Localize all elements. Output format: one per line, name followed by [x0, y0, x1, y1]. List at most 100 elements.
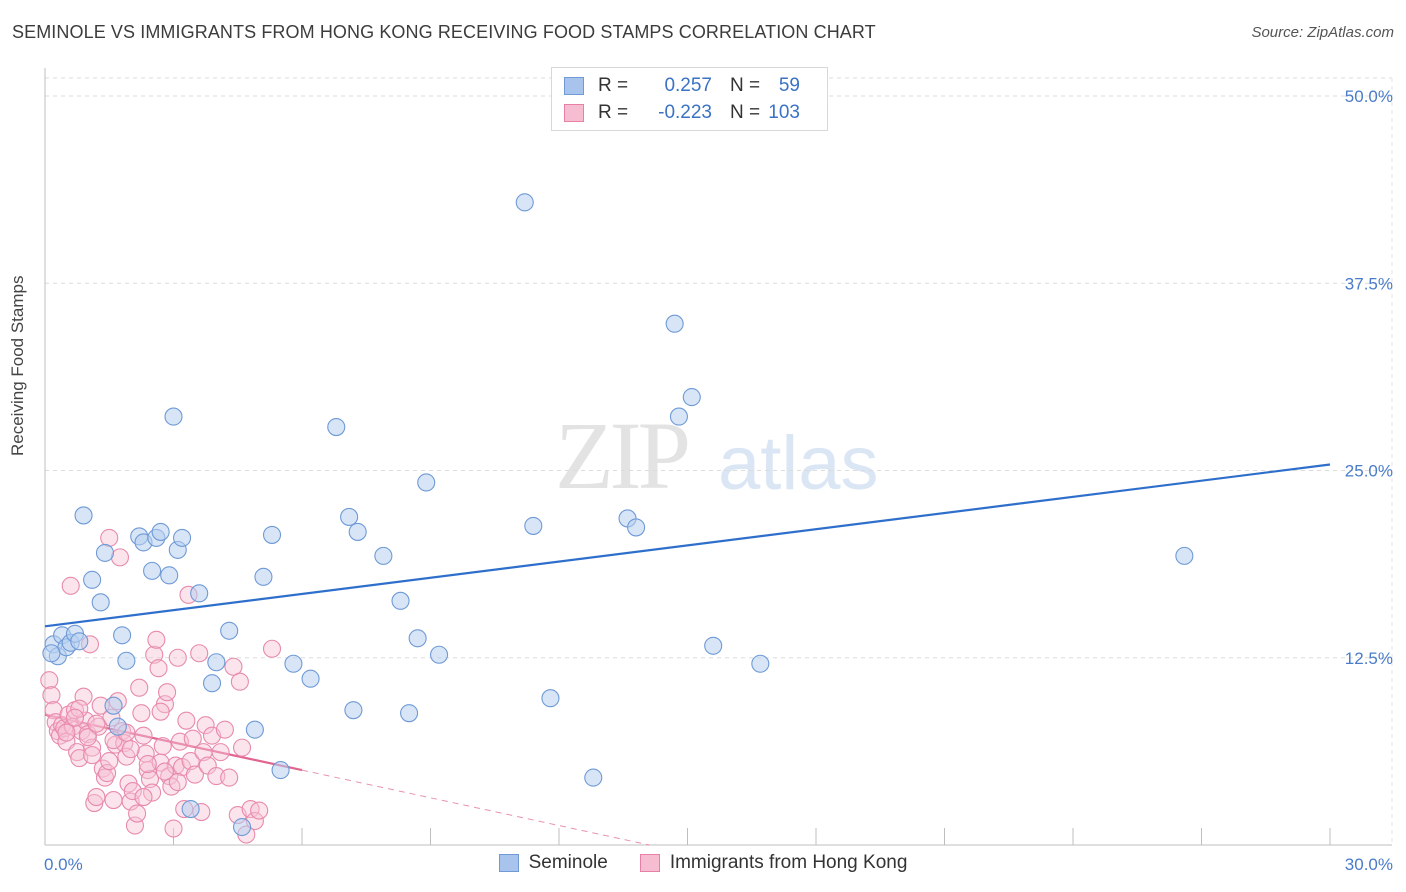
- seminole-point: [665, 314, 684, 333]
- seminole-point: [254, 567, 273, 586]
- hong-kong-point: [153, 737, 172, 756]
- hong-kong-point: [83, 746, 102, 765]
- n-value: 59: [778, 75, 800, 96]
- seminole-point: [515, 193, 534, 212]
- y-tick-label: 37.5%: [1345, 274, 1393, 293]
- hong-kong-point: [123, 782, 142, 801]
- hong-kong-point: [215, 720, 234, 739]
- seminole-point: [173, 528, 192, 547]
- hong-kong-point: [138, 755, 157, 774]
- seminole-swatch: [564, 77, 584, 95]
- x-tick-label: 30.0%: [1345, 855, 1393, 874]
- n-label: N =: [730, 102, 761, 123]
- seminole-point: [417, 473, 436, 492]
- hong-kong-point: [130, 678, 149, 697]
- hong-kong-point: [145, 645, 164, 664]
- hong-kong-point: [40, 671, 59, 690]
- stats-legend: R = 0.257 N = 59 R = -0.223 N = 103: [551, 67, 828, 131]
- hong-kong-point: [168, 648, 187, 667]
- seminole-point: [108, 717, 127, 736]
- seminole-point: [207, 653, 226, 672]
- hong-kong-point: [87, 714, 106, 733]
- watermark-atlas: atlas: [718, 421, 879, 506]
- hong-kong-point: [147, 630, 166, 649]
- hong-kong-point: [132, 704, 151, 723]
- seminole-point: [91, 593, 110, 612]
- seminole-trend-line: [44, 463, 1331, 628]
- seminole-point: [408, 629, 427, 648]
- data-points: [40, 193, 1194, 844]
- seminole-point: [284, 654, 303, 673]
- hong-kong-point: [230, 672, 249, 691]
- hong-kong-point: [224, 657, 243, 676]
- legend-item-seminole[interactable]: Seminole: [498, 852, 608, 874]
- seminole-point: [391, 591, 410, 610]
- seminole-point: [160, 566, 179, 585]
- r-label: R =: [598, 75, 629, 96]
- seminole-point: [117, 651, 136, 670]
- hong-kong-point: [190, 644, 209, 663]
- seminole-point: [220, 621, 239, 640]
- seminole-point: [203, 674, 222, 693]
- trend-lines: [44, 463, 1331, 846]
- seminole-point: [181, 799, 200, 819]
- hong-kong-point: [74, 687, 93, 706]
- hong-kong-point: [211, 743, 230, 762]
- hong-kong-point: [151, 702, 170, 721]
- seminole-point: [584, 768, 603, 787]
- hong-kong-point: [128, 804, 147, 823]
- seminole-point: [70, 632, 89, 651]
- seminole-swatch: [498, 854, 519, 872]
- hong-kong-point: [121, 740, 140, 759]
- hong-kong-point: [196, 716, 215, 735]
- series-legend: Seminole Immigrants from Hong Kong: [0, 852, 1406, 874]
- seminole-point: [74, 506, 93, 525]
- y-tick-label: 50.0%: [1345, 87, 1393, 106]
- seminole-point: [190, 584, 209, 603]
- seminole-point: [327, 418, 346, 437]
- seminole-point: [541, 689, 560, 708]
- seminole-point: [151, 522, 170, 541]
- source-label: Source: ZipAtlas.com: [1251, 24, 1394, 41]
- seminole-point: [271, 761, 290, 780]
- legend-label: Seminole: [528, 852, 608, 873]
- seminole-point: [245, 720, 264, 739]
- hong-kong-trend-extension: [301, 769, 650, 846]
- hong-kong-point: [155, 762, 174, 781]
- hong-kong-point: [83, 738, 102, 757]
- hong-kong-point: [250, 801, 269, 820]
- seminole-point: [113, 626, 132, 645]
- hong-kong-point: [220, 768, 239, 787]
- hong-kong-point: [87, 788, 106, 807]
- x-tick-label: 0.0%: [44, 855, 83, 874]
- hong-kong-point: [61, 576, 80, 595]
- hong-kong-point: [168, 773, 187, 792]
- seminole-point: [232, 817, 252, 837]
- hong-kong-point: [70, 699, 89, 718]
- watermark-zip: ZIP: [555, 402, 691, 509]
- legend-row-seminole: R = 0.257 N = 59: [564, 74, 800, 98]
- hong-kong-point: [104, 791, 123, 810]
- seminole-point: [164, 407, 183, 426]
- hong-kong-point: [181, 752, 200, 771]
- hong-kong-point: [232, 738, 252, 757]
- hong-kong-point: [42, 686, 61, 705]
- hong-kong-point: [100, 752, 119, 771]
- hong-kong-point: [110, 548, 130, 567]
- hong-kong-point: [134, 726, 153, 745]
- hong-kong-point: [78, 728, 97, 747]
- seminole-point: [400, 704, 419, 723]
- seminole-point: [430, 645, 449, 664]
- seminole-point: [344, 701, 363, 720]
- y-axis-label: Receiving Food Stamps: [8, 275, 27, 456]
- legend-item-hong-kong[interactable]: Immigrants from Hong Kong: [639, 852, 907, 874]
- seminole-point: [262, 525, 282, 544]
- seminole-point: [627, 518, 646, 537]
- seminole-point: [374, 546, 393, 565]
- seminole-point: [348, 522, 367, 541]
- hong-kong-point: [185, 765, 204, 784]
- n-value: 103: [768, 102, 800, 123]
- hong-kong-point: [143, 783, 162, 802]
- hong-kong-point: [140, 770, 159, 789]
